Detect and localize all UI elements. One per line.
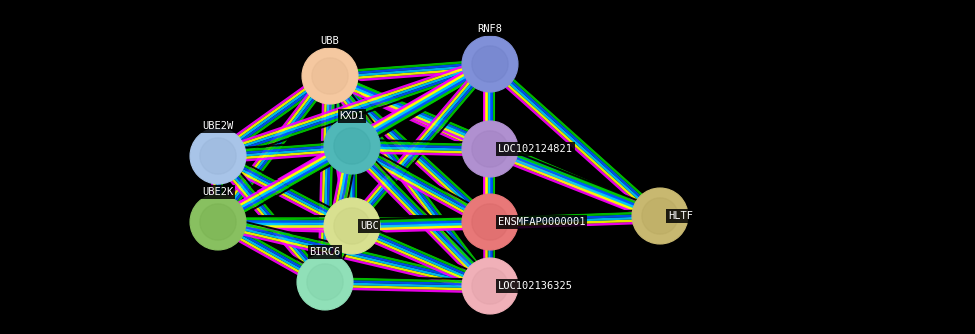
- Circle shape: [462, 121, 518, 177]
- Circle shape: [333, 208, 370, 244]
- Circle shape: [472, 46, 508, 82]
- Circle shape: [200, 138, 236, 174]
- Circle shape: [462, 258, 518, 314]
- Circle shape: [324, 198, 380, 254]
- Text: LOC102136325: LOC102136325: [498, 281, 573, 291]
- Text: RNF8: RNF8: [478, 24, 502, 34]
- Text: UBB: UBB: [321, 36, 339, 46]
- Circle shape: [190, 194, 246, 250]
- Circle shape: [302, 48, 358, 104]
- Text: UBE2W: UBE2W: [203, 121, 234, 131]
- Text: LOC102124821: LOC102124821: [498, 144, 573, 154]
- Circle shape: [190, 128, 246, 184]
- Circle shape: [462, 194, 518, 250]
- Circle shape: [307, 264, 343, 300]
- Circle shape: [312, 58, 348, 94]
- Text: ENSMFAP0000001: ENSMFAP0000001: [498, 217, 586, 227]
- Circle shape: [333, 128, 370, 164]
- Circle shape: [324, 118, 380, 174]
- Text: BIRC6: BIRC6: [309, 247, 340, 257]
- Circle shape: [472, 131, 508, 167]
- Circle shape: [297, 254, 353, 310]
- Text: HLTF: HLTF: [668, 211, 693, 221]
- Text: UBC: UBC: [360, 221, 378, 231]
- Circle shape: [472, 268, 508, 304]
- Circle shape: [200, 204, 236, 240]
- Text: KXD1: KXD1: [339, 111, 365, 121]
- Circle shape: [472, 204, 508, 240]
- Text: UBE2K: UBE2K: [203, 187, 234, 197]
- Circle shape: [642, 198, 679, 234]
- Circle shape: [632, 188, 688, 244]
- Circle shape: [462, 36, 518, 92]
